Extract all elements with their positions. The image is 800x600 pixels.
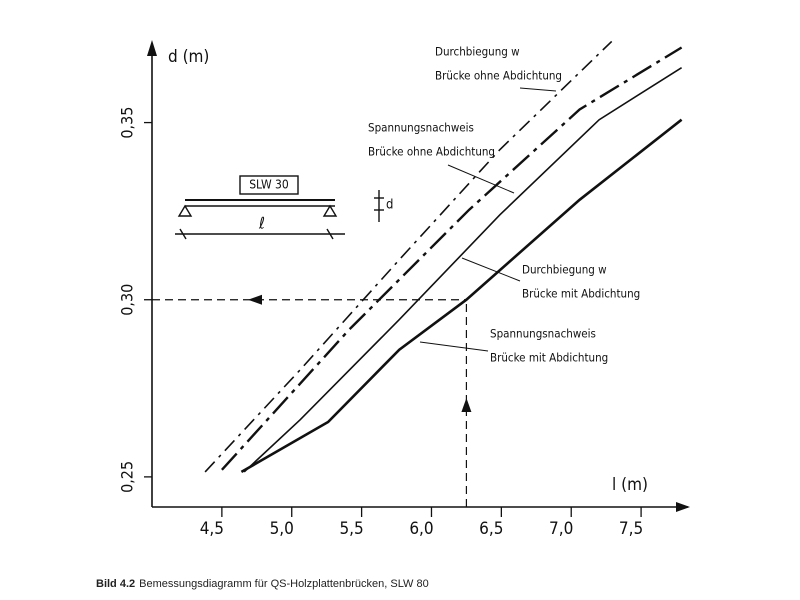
y-axis-arrow — [147, 40, 157, 56]
inset-span: ℓ — [258, 214, 265, 233]
series-label: Durchbiegung w — [522, 263, 607, 277]
span-dim — [179, 228, 187, 240]
x-tick-label: 7,0 — [549, 519, 573, 539]
caption: Bild 4.2 Bemessungsdiagramm für QS-Holzpl… — [96, 578, 429, 590]
reference-arrow — [461, 398, 472, 412]
x-tick-label: 6,5 — [479, 519, 503, 539]
x-axis-arrow — [676, 502, 690, 512]
inset-load: SLW 30 — [249, 178, 289, 192]
y-axis-label: d (m) — [168, 47, 209, 67]
span-dim — [326, 228, 334, 240]
series-label: Brücke ohne Abdichtung — [368, 145, 495, 159]
inset — [175, 175, 384, 240]
x-tick-label: 5,0 — [270, 519, 294, 539]
leader-line — [419, 341, 489, 352]
x-tick-label: 5,5 — [339, 519, 363, 539]
x-axis-label: l (m) — [612, 475, 648, 495]
chart: d (m) l (m) SLW 30 ℓ d 4,5 5,0 5,5 6,0 6,5 7,… — [118, 40, 690, 539]
reference-arrow — [248, 294, 262, 305]
series-label: Spannungsnachweis — [490, 327, 596, 341]
support — [322, 204, 338, 217]
inset-depth: d — [386, 198, 393, 213]
x-tick-label: 4,5 — [200, 519, 224, 539]
series-line — [243, 67, 683, 473]
y-tick-label: 0,25 — [118, 461, 137, 493]
y-tick-label: 0,30 — [118, 284, 137, 316]
caption-text: Bemessungsdiagramm für QS-Holzplattenbrü… — [139, 578, 429, 590]
leader-line — [447, 164, 515, 194]
series-label: Brücke mit Abdichtung — [522, 287, 640, 301]
series-label: Spannungsnachweis — [368, 121, 474, 135]
leader-line — [519, 87, 557, 92]
caption-label: Bild 4.2 — [96, 578, 136, 590]
x-tick-label: 6,0 — [409, 519, 433, 539]
support — [177, 204, 193, 217]
series-line — [221, 46, 683, 471]
series-label: Brücke mit Abdichtung — [490, 351, 608, 365]
series-label: Durchbiegung w — [435, 45, 520, 59]
series-label: Brücke ohne Abdichtung — [435, 69, 562, 83]
leader-line — [461, 257, 521, 282]
x-tick-label: 7,5 — [619, 519, 643, 539]
load-box — [239, 175, 299, 195]
y-tick-label: 0,35 — [118, 107, 137, 139]
series-line — [240, 118, 683, 474]
series-line — [204, 40, 613, 473]
